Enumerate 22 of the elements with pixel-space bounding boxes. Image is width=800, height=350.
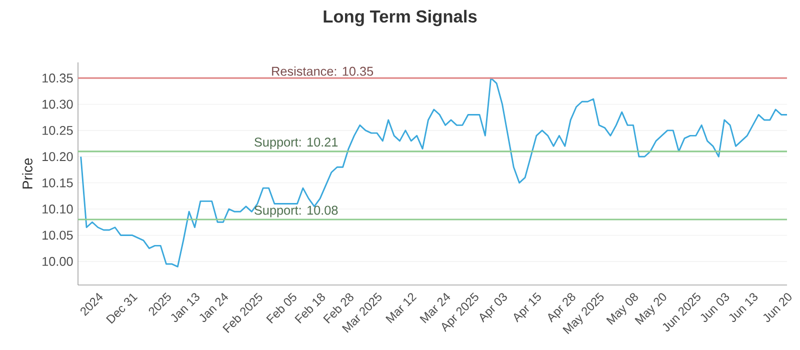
y-tick-label: 10.30 xyxy=(42,100,73,109)
y-tick-label: 10.15 xyxy=(42,178,73,188)
x-tick-label: Jan 24 xyxy=(200,292,228,322)
x-tick-label: Apr 15 xyxy=(514,292,541,322)
y-tick-label: 10.05 xyxy=(42,230,73,240)
y-tick-label: 10.35 xyxy=(42,74,73,83)
y-tick-label: 10.25 xyxy=(42,126,73,135)
x-tick-label: Jun 20 xyxy=(763,293,792,322)
ref-line-label: Support: 10.08 xyxy=(254,206,338,218)
chart-title: Long Term Signals xyxy=(324,10,477,26)
x-tick-label: Dec 31 xyxy=(106,294,138,324)
ref-line-label: Support: 10.21 xyxy=(254,138,338,150)
y-tick-label: 10.10 xyxy=(42,204,73,214)
y-tick-label: 10.20 xyxy=(42,152,73,162)
y-axis-title: Price xyxy=(22,158,32,188)
y-tick-label: 10.00 xyxy=(42,256,73,266)
x-tick-label: Jun 03 xyxy=(700,293,730,322)
x-tick-label: Mar 12 xyxy=(386,293,417,324)
x-tick-label: Apr 03 xyxy=(480,293,507,323)
x-tick-label: Jun 13 xyxy=(729,293,758,322)
x-tick-label: Jan 13 xyxy=(171,293,200,322)
ref-line-label: Resistance: 10.35 xyxy=(272,66,374,76)
